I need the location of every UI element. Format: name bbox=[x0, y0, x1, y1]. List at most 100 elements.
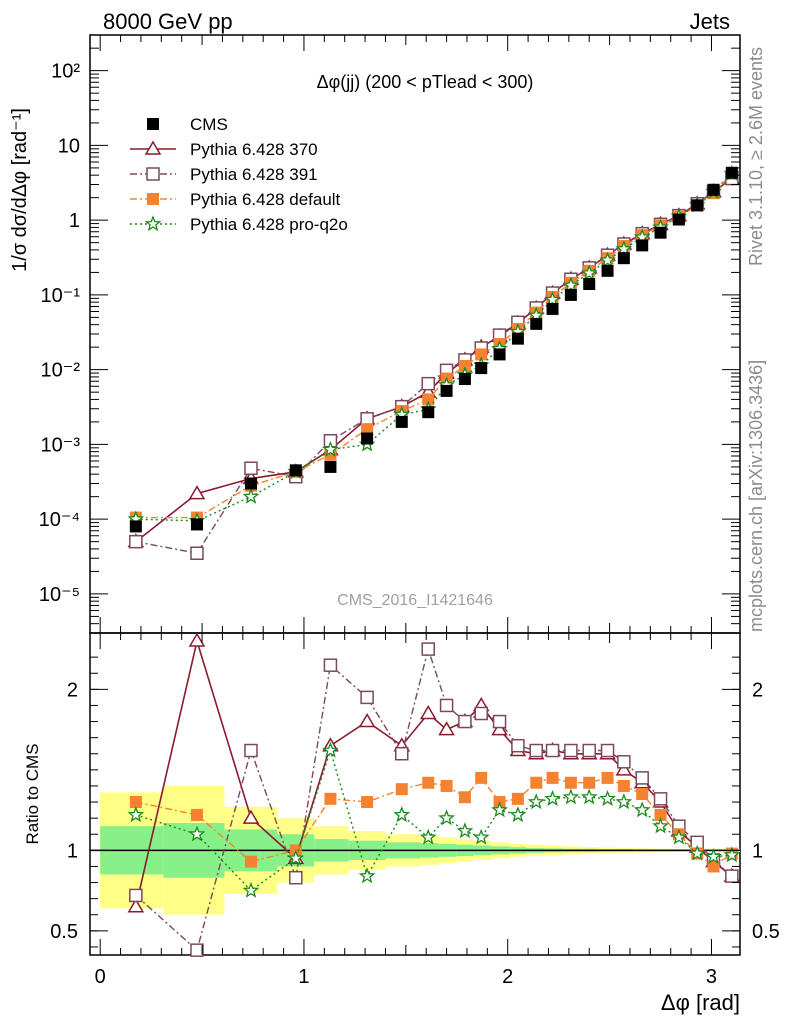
data-point bbox=[458, 373, 471, 386]
series-cms bbox=[129, 166, 738, 533]
ratio-point bbox=[127, 898, 145, 913]
data-point bbox=[422, 393, 435, 406]
data-point bbox=[440, 384, 453, 397]
data-point bbox=[562, 276, 580, 293]
ratio-point bbox=[545, 743, 560, 758]
legend-marker bbox=[144, 215, 162, 232]
ratio-point bbox=[188, 632, 206, 647]
x-axis-label: Δφ [rad] bbox=[661, 990, 740, 1015]
ratio-point bbox=[419, 828, 437, 845]
data-point bbox=[546, 302, 559, 315]
data-point bbox=[544, 290, 561, 307]
ratio-point bbox=[564, 743, 578, 758]
ratio-point bbox=[419, 705, 437, 720]
y-tick-label: 10⁻² bbox=[41, 360, 81, 382]
data-point bbox=[617, 252, 630, 265]
data-point bbox=[580, 264, 598, 281]
legend-entry: Pythia 6.428 pro-q2o bbox=[130, 215, 348, 234]
data-point bbox=[615, 240, 633, 257]
ratio-point bbox=[458, 714, 472, 729]
ratio-point bbox=[599, 789, 616, 806]
main-axis-ticks: 10⁻⁵ 10⁻⁴ 10⁻³ 10⁻² 10⁻¹ 1 10 10² bbox=[39, 34, 740, 634]
data-point bbox=[725, 166, 738, 179]
ratio-point bbox=[617, 779, 630, 792]
data-point bbox=[360, 412, 374, 426]
ratio-point bbox=[492, 714, 507, 729]
ratio-point bbox=[244, 855, 257, 868]
ratio-point bbox=[617, 755, 631, 769]
ratio-y-tick-label: 1 bbox=[67, 840, 78, 862]
ratio-point bbox=[546, 771, 559, 784]
legend-label: CMS bbox=[190, 115, 228, 134]
ratio-point bbox=[511, 792, 524, 805]
ratio-point bbox=[530, 776, 543, 789]
ratio-point bbox=[324, 792, 337, 805]
data-point bbox=[475, 348, 488, 361]
ratio-point bbox=[529, 743, 543, 758]
data-point bbox=[242, 487, 260, 504]
ratio-plot-frame bbox=[89, 632, 741, 956]
ratio-point bbox=[129, 888, 143, 903]
mcplots-label: mcplots.cern.ch [arXiv:1306.3436] bbox=[746, 360, 766, 632]
ratio-point bbox=[395, 783, 408, 796]
data-point bbox=[599, 251, 616, 268]
ratio-point bbox=[440, 779, 453, 792]
legend-entry: Pythia 6.428 391 bbox=[130, 165, 318, 184]
ratio-point bbox=[562, 788, 580, 805]
energy-label: 8000 GeV pp bbox=[103, 9, 233, 34]
legend-label: Pythia 6.428 pro-q2o bbox=[190, 215, 348, 234]
ratio-point bbox=[323, 658, 338, 672]
main-y-axis-label: 1/σ dσ/dΔφ [rad⁻¹] bbox=[9, 108, 31, 272]
ratio-point bbox=[242, 881, 260, 898]
ratio-point bbox=[129, 796, 142, 809]
ratio-point bbox=[244, 743, 258, 758]
ratio-y-tick-label: 2 bbox=[67, 679, 78, 701]
data-point bbox=[672, 213, 685, 226]
data-point bbox=[601, 264, 614, 277]
ratio-point bbox=[707, 860, 720, 873]
ratio-y-axis-label: Ratio to CMS bbox=[23, 743, 42, 844]
ratio-point bbox=[474, 706, 488, 721]
ratio-point bbox=[527, 793, 545, 810]
data-point bbox=[188, 485, 206, 500]
data-point bbox=[190, 546, 204, 560]
y-tick-label: 1 bbox=[69, 210, 80, 232]
ratio-point bbox=[475, 771, 488, 784]
data-point bbox=[654, 226, 667, 239]
x-tick-label: 1 bbox=[298, 966, 309, 988]
legend-label: Pythia 6.428 391 bbox=[190, 165, 318, 184]
ratio-axis-ticks: 0.5 0.5 1 1 2 2 0 1 2 3 bbox=[50, 633, 780, 988]
ratio-point bbox=[393, 806, 411, 823]
ratio-point bbox=[654, 808, 667, 821]
y-tick-label: 10⁻¹ bbox=[41, 285, 81, 307]
ratio-y-tick-label: 1 bbox=[752, 840, 763, 862]
data-point bbox=[636, 239, 649, 252]
legend-entry: Pythia 6.428 370 bbox=[130, 140, 318, 159]
main-data-layer bbox=[127, 164, 741, 560]
data-point bbox=[129, 534, 143, 549]
ratio-series-pythia-6-428-391 bbox=[129, 642, 739, 957]
ratio-point bbox=[127, 806, 145, 823]
legend-marker bbox=[147, 193, 159, 205]
data-point bbox=[190, 518, 203, 531]
data-point bbox=[244, 477, 257, 490]
ratio-point bbox=[509, 806, 527, 823]
data-point bbox=[458, 359, 471, 372]
data-point bbox=[361, 423, 374, 436]
ratio-point bbox=[652, 817, 669, 834]
data-point bbox=[691, 199, 704, 212]
rivet-label: Rivet 3.1.10, ≥ 2.6M events bbox=[746, 47, 766, 266]
ratio-point bbox=[322, 741, 339, 758]
ratio-point bbox=[635, 771, 649, 785]
ratio-point bbox=[439, 698, 454, 713]
ratio-series-pythia-6-428-default bbox=[129, 771, 738, 873]
ratio-point bbox=[438, 721, 455, 736]
data-point bbox=[421, 376, 435, 391]
main-plot-frame bbox=[89, 34, 741, 634]
ratio-point bbox=[564, 776, 577, 789]
data-point bbox=[707, 183, 720, 196]
ratio-point bbox=[580, 788, 598, 805]
y-tick-label: 10⁻⁴ bbox=[39, 509, 80, 531]
ratio-point bbox=[511, 738, 525, 753]
